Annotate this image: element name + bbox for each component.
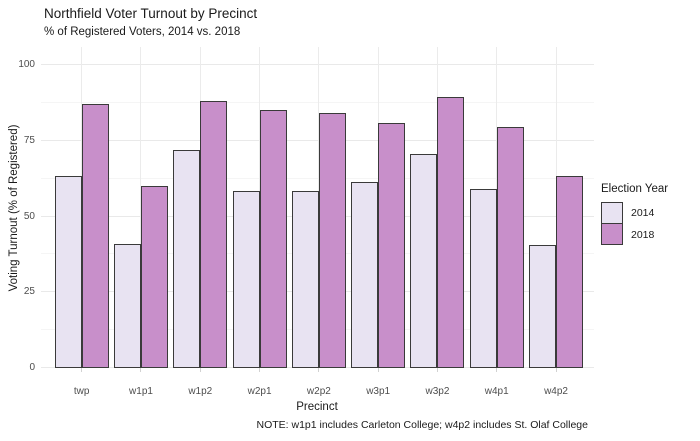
gridline-major-75 [41,139,594,141]
bar-w2p1-2018 [259,110,287,368]
x-tick-label-w3p2: w3p2 [425,386,450,397]
x-tick-w4p2 [555,368,557,372]
x-tick-w2p1 [259,368,261,372]
x-tick-w3p1 [377,368,379,372]
bar-w4p1-2018 [496,127,524,368]
legend-label-2018: 2018 [631,228,655,241]
x-tick-label-w1p1: w1p1 [129,386,153,397]
x-tick-w1p2 [199,368,201,372]
x-tick-twp [81,368,83,372]
bar-w3p2-2018 [437,96,465,368]
bar-w3p1-2018 [378,122,406,368]
x-tick-label-twp: twp [73,386,90,397]
y-tick-label-50: 50 [23,210,35,222]
bar-w4p1-2014 [469,189,497,368]
x-tick-w1p1 [140,368,142,372]
x-tick-w2p2 [318,368,320,372]
bar-twp-2018 [81,104,109,368]
y-tick-label-75: 75 [23,134,35,146]
x-tick-label-w3p1: w3p1 [366,386,391,397]
caption-note: NOTE: w1p1 includes Carleton College; w4… [256,419,588,431]
y-tick-label-25: 25 [23,286,35,298]
y-tick-label-100: 100 [18,59,35,70]
bar-w1p2-2014 [173,149,201,368]
y-axis-title: Voting Turnout (% of Registered) [8,124,20,292]
x-axis-title: Precinct [296,401,338,413]
chart-subtitle: % of Registered Voters, 2014 vs. 2018 [44,26,241,38]
legend-swatch-2018 [601,223,623,245]
bar-w3p2-2014 [410,154,438,368]
bar-twp-2014 [54,175,82,368]
gridline-major-100 [41,64,594,65]
bar-w2p2-2018 [318,113,346,368]
bar-w4p2-2014 [529,245,557,368]
x-tick-label-w4p2: w4p2 [544,386,568,397]
bar-w1p1-2014 [113,243,141,368]
legend-label-2014: 2014 [631,207,655,219]
x-tick-label-w2p2: w2p2 [306,386,331,397]
legend-item-2014: 2014 [601,202,699,224]
bar-w3p1-2014 [351,181,379,368]
plot-panel [41,47,594,368]
legend: Election Year 2014 2018 [601,183,699,245]
x-tick-label-w1p2: w1p2 [188,386,213,397]
legend-item-2018: 2018 [601,223,699,245]
gridline-minor-87.5 [41,101,594,103]
x-tick-w4p1 [496,368,498,372]
x-tick-label-w4p1: w4p1 [484,386,509,397]
y-tick-label-0: 0 [29,362,35,373]
bar-w2p1-2014 [232,190,260,368]
bar-w1p2-2018 [200,101,228,368]
bar-w1p1-2018 [140,186,168,368]
x-tick-w3p2 [436,368,438,372]
bar-w4p2-2018 [556,175,584,368]
legend-swatch-2014 [601,202,623,224]
legend-title: Election Year [601,183,669,195]
bar-w2p2-2014 [291,190,319,368]
chart-title: Northfield Voter Turnout by Precinct [44,6,258,21]
gridline-minor-62.5 [41,177,594,179]
x-tick-label-w2p1: w2p1 [247,386,272,397]
